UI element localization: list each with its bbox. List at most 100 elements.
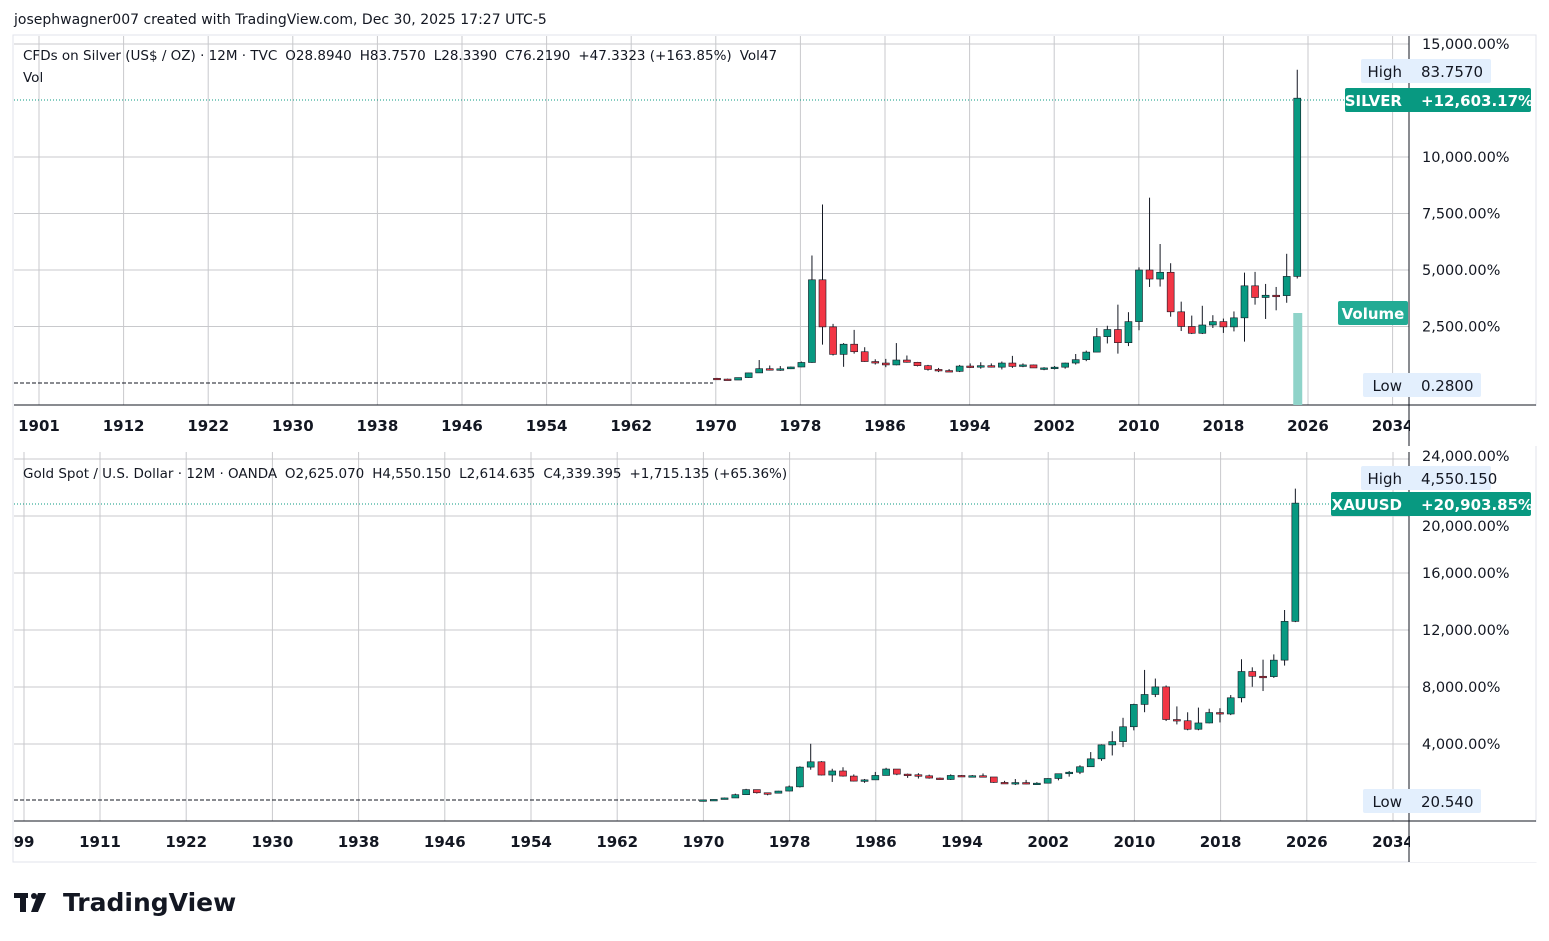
candle-2016[interactable] — [1198, 305, 1207, 335]
candle-1985[interactable] — [860, 778, 869, 783]
candle-1978[interactable] — [785, 785, 793, 792]
candle-2002[interactable] — [1050, 366, 1059, 370]
candle-2023[interactable] — [1272, 286, 1280, 311]
candle-1999[interactable] — [1019, 363, 1027, 368]
candle-1982[interactable] — [839, 343, 848, 367]
candle-1977[interactable] — [787, 366, 795, 370]
gold-pane[interactable]: 24,000.00% 20,000.00% 16,000.00% 12,000.00%… — [14, 449, 1549, 862]
candle-1976[interactable] — [776, 366, 785, 371]
candle-2009[interactable] — [1119, 717, 1127, 748]
candle-1998[interactable] — [1000, 780, 1009, 785]
candle-2021[interactable] — [1251, 271, 1259, 305]
candle-2005[interactable] — [1082, 350, 1091, 362]
candle-1970[interactable] — [713, 377, 721, 381]
candle-2020[interactable] — [1237, 659, 1246, 703]
candle-2007[interactable] — [1103, 325, 1112, 344]
candle-1987[interactable] — [882, 767, 890, 776]
candle-2014[interactable] — [1177, 301, 1185, 332]
candle-1979[interactable] — [796, 766, 804, 788]
candle-1975[interactable] — [765, 365, 774, 371]
candle-2009[interactable] — [1124, 312, 1133, 347]
candle-2019[interactable] — [1226, 695, 1235, 716]
candle-1988[interactable] — [893, 768, 901, 776]
candle-2005[interactable] — [1076, 765, 1084, 775]
candle-1991[interactable] — [934, 367, 943, 373]
candle-1994[interactable] — [957, 775, 966, 778]
candle-1979[interactable] — [808, 255, 816, 363]
candle-2006[interactable] — [1093, 328, 1101, 353]
candle-2020[interactable] — [1240, 272, 1249, 342]
candle-1977[interactable] — [774, 790, 783, 794]
candle-1989[interactable] — [913, 361, 922, 367]
candle-2004[interactable] — [1071, 353, 1080, 365]
candle-1970[interactable] — [699, 799, 707, 802]
candle-1973[interactable] — [744, 372, 753, 378]
candle-1984[interactable] — [849, 774, 858, 782]
candle-2003[interactable] — [1061, 362, 1069, 369]
candle-1997[interactable] — [998, 361, 1006, 370]
volume-badge[interactable]: Volume — [1338, 301, 1408, 325]
candle-1976[interactable] — [763, 792, 772, 796]
candle-2024[interactable] — [1282, 253, 1291, 303]
candle-1994[interactable] — [966, 363, 975, 368]
silver-pane[interactable]: 15,000.00% 10,000.00% 7,500.00% 5,000.00% 2,… — [14, 36, 1549, 446]
candle-1995[interactable] — [968, 775, 977, 778]
candle-2015[interactable] — [1183, 712, 1192, 731]
candle-1972[interactable] — [734, 377, 742, 381]
candle-2017[interactable] — [1209, 315, 1217, 329]
candle-1999[interactable] — [1011, 779, 1020, 786]
candle-2001[interactable] — [1033, 782, 1041, 785]
candle-2018[interactable] — [1216, 708, 1224, 723]
candle-2016[interactable] — [1194, 707, 1203, 731]
candle-1978[interactable] — [797, 361, 806, 368]
candle-1971[interactable] — [709, 799, 718, 802]
candle-1985[interactable] — [871, 359, 880, 365]
candle-2018[interactable] — [1219, 318, 1228, 333]
candle-1989[interactable] — [903, 773, 912, 778]
candle-2008[interactable] — [1108, 731, 1117, 756]
candle-2017[interactable] — [1205, 708, 1213, 724]
candle-1992[interactable] — [936, 777, 944, 780]
candle-2008[interactable] — [1114, 304, 1122, 354]
candle-2004[interactable] — [1065, 770, 1073, 777]
candle-2007[interactable] — [1097, 744, 1106, 761]
candle-2015[interactable] — [1187, 315, 1196, 335]
candle-1974[interactable] — [742, 788, 750, 795]
candle-2022[interactable] — [1261, 283, 1270, 319]
candle-1987[interactable] — [892, 343, 901, 366]
candle-2013[interactable] — [1162, 685, 1170, 722]
candle-1980[interactable] — [806, 743, 815, 770]
candle-1993[interactable] — [955, 364, 964, 373]
candle-2010[interactable] — [1135, 267, 1143, 331]
candle-1980[interactable] — [818, 204, 827, 345]
candle-2012[interactable] — [1156, 244, 1164, 287]
candle-1971[interactable] — [723, 378, 732, 381]
candle-2024[interactable] — [1280, 609, 1289, 666]
candle-1984[interactable] — [860, 347, 869, 362]
candle-1997[interactable] — [989, 776, 998, 783]
candle-2012[interactable] — [1151, 678, 1160, 698]
candle-1975[interactable] — [753, 789, 761, 794]
candle-1991[interactable] — [925, 774, 933, 779]
candle-2022[interactable] — [1259, 659, 1267, 692]
candle-2001[interactable] — [1040, 367, 1048, 371]
candle-1972[interactable] — [720, 797, 729, 800]
candle-2025[interactable] — [1293, 69, 1302, 279]
candle-1982[interactable] — [828, 768, 837, 782]
candle-2000[interactable] — [1029, 364, 1038, 369]
candle-1981[interactable] — [829, 323, 837, 356]
candle-1996[interactable] — [987, 363, 996, 368]
candle-1995[interactable] — [976, 362, 985, 369]
candle-2019[interactable] — [1230, 311, 1238, 332]
candle-2000[interactable] — [1022, 779, 1030, 785]
candle-1981[interactable] — [817, 761, 826, 776]
candle-2023[interactable] — [1270, 654, 1278, 678]
candle-1986[interactable] — [871, 771, 880, 781]
candle-2011[interactable] — [1145, 197, 1154, 287]
candle-1986[interactable] — [881, 358, 890, 368]
candle-1998[interactable] — [1008, 355, 1017, 368]
candle-1992[interactable] — [945, 369, 953, 373]
tradingview-logo[interactable]: TradingView — [14, 888, 236, 917]
candle-1990[interactable] — [914, 773, 923, 779]
